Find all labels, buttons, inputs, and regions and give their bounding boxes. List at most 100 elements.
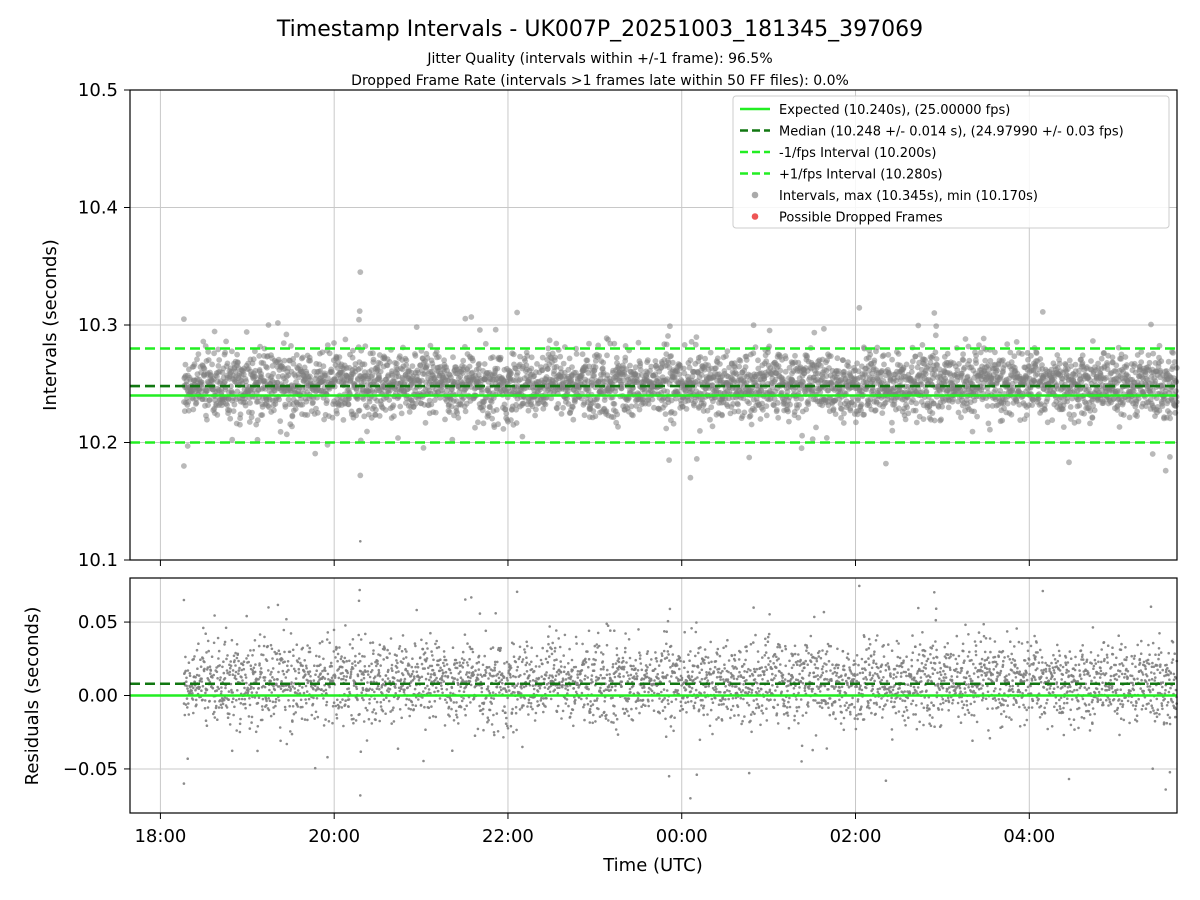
residual-point (220, 690, 223, 693)
residual-point (403, 680, 406, 683)
residual-point (305, 701, 308, 705)
interval-point (782, 355, 789, 362)
residual-point (227, 698, 230, 701)
residual-point (376, 659, 379, 663)
residual-point (292, 667, 296, 671)
residual-point (332, 701, 336, 704)
interval-point (397, 403, 404, 410)
interval-point (227, 415, 234, 422)
interval-point (692, 341, 699, 348)
residual-point (205, 724, 209, 727)
residual-point (284, 708, 287, 712)
residual-point (201, 698, 204, 702)
residual-point (213, 614, 216, 617)
residual-point (294, 669, 297, 673)
residual-point (237, 672, 240, 675)
residual-point (217, 706, 221, 709)
interval-point (841, 410, 847, 417)
residual-point (283, 705, 287, 709)
residual-point (367, 664, 371, 668)
interval-point (881, 361, 887, 368)
interval-point (324, 397, 330, 404)
residual-point (194, 676, 197, 679)
interval-point (482, 340, 489, 347)
residual-point (258, 676, 262, 679)
residual-point (239, 702, 243, 705)
interval-point (342, 336, 349, 343)
interval-point (393, 360, 400, 367)
interval-point (663, 341, 670, 348)
interval-point (519, 433, 526, 440)
residual-point (198, 686, 201, 689)
interval-point (539, 354, 546, 361)
residual-point (269, 643, 273, 647)
residual-point (340, 655, 343, 658)
residual-point (276, 678, 279, 681)
residual-point (344, 699, 347, 702)
residual-point (243, 686, 246, 690)
interval-point (269, 363, 276, 369)
interval-point (885, 351, 892, 358)
interval-point (1134, 408, 1140, 415)
residual-point (297, 671, 301, 675)
residual-point (409, 708, 413, 711)
residual-point (296, 689, 300, 692)
residual-point (240, 676, 243, 679)
residual-point (257, 644, 261, 648)
interval-point (312, 450, 319, 457)
residual-point (212, 673, 215, 677)
residual-point (241, 679, 244, 682)
residual-point (301, 664, 304, 668)
residual-point (258, 662, 261, 665)
interval-point (644, 357, 651, 364)
residual-point (193, 655, 196, 658)
interval-point (265, 322, 272, 328)
interval-point (958, 414, 964, 421)
interval-point (200, 338, 207, 345)
residual-point (279, 739, 282, 743)
residual-point (224, 626, 228, 630)
residual-point (213, 700, 217, 703)
residual-point (265, 659, 269, 662)
interval-point (560, 360, 567, 367)
interval-point (932, 349, 939, 356)
residual-point (316, 715, 320, 719)
residual-point (197, 642, 200, 645)
interval-point (480, 420, 487, 427)
interval-point (357, 269, 364, 275)
residual-point (356, 698, 359, 702)
interval-point (1087, 420, 1093, 427)
interval-point (356, 407, 363, 414)
residual-point (389, 637, 393, 640)
interval-point (1166, 410, 1173, 417)
interval-point (702, 355, 708, 362)
interval-point (1066, 459, 1072, 466)
interval-point (353, 387, 360, 393)
residual-point (381, 678, 385, 681)
residual-point (359, 750, 363, 753)
interval-point (229, 348, 235, 355)
residual-point (261, 718, 264, 722)
interval-point (508, 370, 514, 377)
residual-point (274, 697, 278, 701)
residual-point (245, 657, 248, 660)
interval-point (317, 368, 324, 374)
residual-point (361, 688, 365, 692)
interval-point (687, 474, 694, 481)
residual-point (203, 699, 207, 702)
residual-point (277, 670, 280, 674)
interval-point (275, 320, 281, 326)
residual-point (332, 628, 336, 632)
interval-point (289, 423, 295, 430)
residual-point (294, 711, 298, 714)
interval-point (599, 365, 606, 372)
residual-point (270, 647, 274, 651)
intervals-y-tick-label: 10.5 (78, 80, 118, 101)
interval-point (191, 361, 198, 368)
interval-point (585, 387, 592, 394)
residual-point (351, 646, 354, 650)
interval-point (446, 409, 453, 415)
interval-point (697, 428, 703, 434)
residual-point (374, 712, 378, 715)
residual-point (188, 674, 192, 678)
